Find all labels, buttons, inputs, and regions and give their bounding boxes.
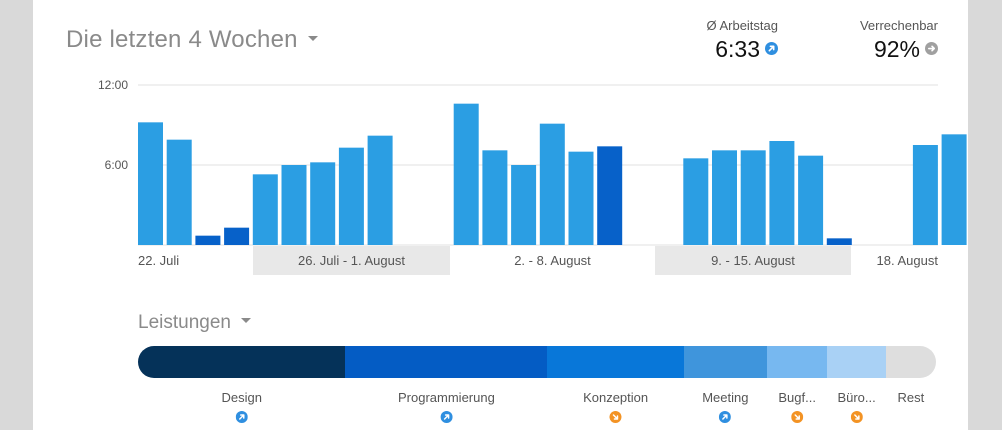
service-legend-item[interactable]: Meeting <box>702 390 748 428</box>
week-label[interactable]: 26. Juli - 1. August <box>298 253 405 268</box>
day-bar[interactable] <box>166 139 192 245</box>
week-label[interactable]: 18. August <box>876 253 938 268</box>
stat-workday-value: 6:33 <box>715 36 760 62</box>
day-bar[interactable] <box>568 151 594 245</box>
day-bar[interactable] <box>138 122 163 245</box>
dashboard-panel: Die letzten 4 Wochen Ø Arbeitstag 6:33 V… <box>33 0 968 430</box>
week-label[interactable]: 22. Juli <box>138 253 180 268</box>
service-segment[interactable] <box>885 346 936 378</box>
service-legend-label: Bugf... <box>778 390 816 405</box>
day-bar[interactable] <box>453 103 479 246</box>
service-legend-item[interactable]: Rest <box>897 390 924 405</box>
week-band <box>655 246 851 275</box>
day-bar[interactable] <box>482 150 508 245</box>
service-segment[interactable] <box>547 346 684 378</box>
service-legend-item[interactable]: Büro... <box>837 390 876 428</box>
down-arrow-circle-icon[interactable] <box>791 411 804 423</box>
period-title: Die letzten 4 Wochen <box>66 26 298 53</box>
day-bar[interactable] <box>539 123 565 245</box>
services-stacked-bar <box>138 346 936 378</box>
service-segment[interactable] <box>138 346 346 378</box>
service-legend-label: Design <box>221 390 262 405</box>
day-bar[interactable] <box>683 158 709 245</box>
service-legend-label: Rest <box>897 390 925 405</box>
day-bar[interactable] <box>281 165 307 245</box>
day-bar[interactable] <box>338 147 364 245</box>
day-bar[interactable] <box>224 227 250 245</box>
service-legend-label: Meeting <box>702 390 749 405</box>
y-tick-label: 12:00 <box>98 78 128 92</box>
service-legend-item[interactable]: Bugf... <box>778 390 816 428</box>
day-bar[interactable] <box>912 145 938 245</box>
stat-billable: Verrechenbar 92% <box>860 18 938 63</box>
up-arrow-circle-icon[interactable] <box>440 411 453 423</box>
day-bar[interactable] <box>252 174 278 245</box>
up-arrow-circle-icon[interactable] <box>765 42 778 56</box>
day-bar[interactable] <box>826 238 852 245</box>
day-bar[interactable] <box>941 134 967 245</box>
period-selector[interactable]: Die letzten 4 Wochen <box>66 26 318 54</box>
day-bar[interactable] <box>511 165 537 245</box>
services-selector[interactable]: Leistungen <box>138 312 251 334</box>
day-bar[interactable] <box>740 150 766 245</box>
y-tick-label: 6:00 <box>105 158 129 172</box>
service-segment[interactable] <box>345 346 548 378</box>
stat-workday: Ø Arbeitstag 6:33 <box>706 18 778 63</box>
down-arrow-circle-icon[interactable] <box>609 411 622 423</box>
chevron-down-icon <box>307 36 318 42</box>
service-segment[interactable] <box>827 346 886 378</box>
service-legend-label: Programmierung <box>398 390 495 405</box>
day-bar[interactable] <box>195 235 221 245</box>
week-label[interactable]: 2. - 8. August <box>514 253 591 268</box>
service-legend-item[interactable]: Konzeption <box>583 390 648 428</box>
week-label[interactable]: 9. - 15. August <box>711 253 795 268</box>
service-legend-item[interactable]: Programmierung <box>398 390 495 428</box>
day-bar[interactable] <box>798 155 824 245</box>
service-legend-item[interactable]: Design <box>222 390 262 428</box>
service-segment[interactable] <box>683 346 767 378</box>
stat-billable-value: 92% <box>873 36 920 62</box>
chevron-down-icon <box>240 318 251 324</box>
service-legend-label: Konzeption <box>583 390 649 405</box>
services-title: Leistungen <box>138 312 231 333</box>
right-arrow-circle-icon[interactable] <box>925 42 938 56</box>
up-arrow-circle-icon[interactable] <box>235 411 248 423</box>
day-bar[interactable] <box>310 162 336 245</box>
day-bar[interactable] <box>769 141 795 245</box>
week-band <box>253 246 450 275</box>
up-arrow-circle-icon[interactable] <box>719 411 732 423</box>
stat-billable-label: Verrechenbar <box>859 18 938 33</box>
daily-hours-chart: 12:00 6:00 <box>98 78 967 246</box>
service-segment[interactable] <box>766 346 828 378</box>
down-arrow-circle-icon[interactable] <box>850 411 863 423</box>
day-bar[interactable] <box>367 135 393 245</box>
service-legend-label: Büro... <box>837 390 876 405</box>
day-bar[interactable] <box>712 150 737 245</box>
day-bar[interactable] <box>597 146 623 245</box>
stat-workday-label: Ø Arbeitstag <box>706 18 778 33</box>
